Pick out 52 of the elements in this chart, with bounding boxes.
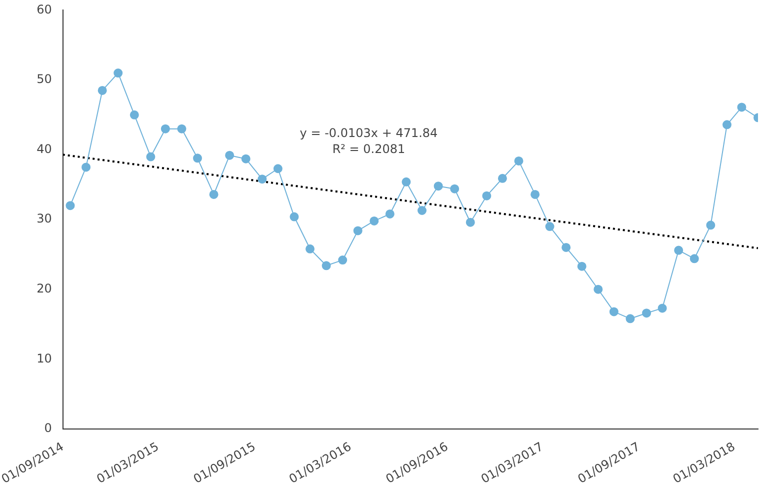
point xyxy=(385,209,394,218)
point xyxy=(674,246,684,255)
y-tick-label: 0 xyxy=(44,421,52,436)
point xyxy=(209,190,218,199)
point xyxy=(482,191,492,200)
point xyxy=(658,304,667,313)
point xyxy=(306,244,315,254)
point xyxy=(258,174,267,184)
point xyxy=(434,182,443,191)
point xyxy=(130,110,139,120)
point xyxy=(225,150,234,160)
point xyxy=(322,261,331,270)
y-tick-label: 10 xyxy=(36,351,52,366)
point xyxy=(562,242,571,252)
y-tick-label: 60 xyxy=(36,2,52,16)
point xyxy=(160,124,170,134)
point xyxy=(722,120,732,130)
point xyxy=(290,212,299,222)
point xyxy=(545,222,554,232)
point xyxy=(690,254,699,264)
point xyxy=(530,190,540,199)
point xyxy=(66,201,75,210)
y-tick-label: 40 xyxy=(36,142,52,156)
point xyxy=(737,102,746,112)
point xyxy=(353,226,362,236)
point xyxy=(370,216,379,226)
point xyxy=(98,86,107,95)
y-tick-label: 20 xyxy=(36,281,52,296)
point xyxy=(706,220,716,230)
point xyxy=(418,206,427,215)
point xyxy=(177,124,186,134)
point xyxy=(146,152,156,162)
point xyxy=(402,177,411,186)
point xyxy=(273,164,282,174)
point xyxy=(609,307,618,316)
annotation: R² = 0.2081 xyxy=(332,142,406,156)
point xyxy=(82,162,91,172)
point xyxy=(577,262,586,271)
point xyxy=(114,68,123,78)
point xyxy=(338,256,348,265)
annotation: y = -0.0103x + 471.84 xyxy=(300,126,438,140)
point xyxy=(514,156,524,166)
point xyxy=(466,218,475,227)
point xyxy=(594,284,603,294)
point xyxy=(626,314,635,324)
point xyxy=(498,174,507,183)
point xyxy=(450,184,460,194)
y-tick-label: 30 xyxy=(36,212,52,226)
point xyxy=(642,308,652,318)
point xyxy=(241,154,250,164)
point xyxy=(193,154,202,163)
y-tick-label: 50 xyxy=(36,72,52,86)
